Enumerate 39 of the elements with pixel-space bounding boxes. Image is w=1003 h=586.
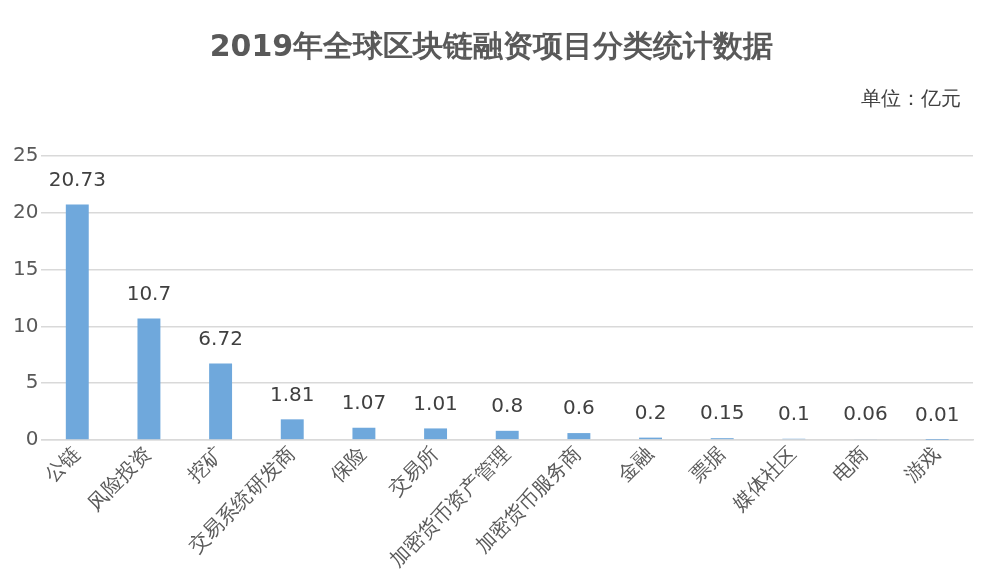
chart-title: 2019年全球区块链融资项目分类统计数据 — [209, 27, 774, 63]
x-tick-label: 电商 — [827, 441, 873, 487]
data-label: 0.8 — [491, 393, 524, 418]
bar — [65, 204, 89, 440]
data-label: 0.06 — [843, 401, 888, 426]
x-tick-label: 金融 — [612, 441, 658, 487]
bar — [352, 427, 376, 440]
data-label: 20.73 — [48, 166, 106, 191]
data-label: 0.6 — [562, 395, 595, 420]
y-tick-label: 20 — [13, 198, 39, 223]
bar — [495, 430, 519, 440]
y-tick-label: 10 — [13, 312, 39, 337]
bar — [567, 433, 591, 440]
x-tick-label: 游戏 — [899, 441, 945, 487]
x-tick-label: 票据 — [684, 441, 730, 487]
bar — [137, 318, 161, 440]
data-label: 0.1 — [777, 400, 810, 425]
text: 单位：亿元 — [861, 86, 961, 111]
data-label: 0.15 — [699, 400, 745, 425]
data-label: 10.7 — [126, 280, 172, 305]
x-tick-label: 公链 — [39, 441, 85, 487]
x-tick-label: 媒体社区 — [727, 441, 802, 516]
data-label: 1.81 — [269, 381, 315, 406]
data-label: 1.01 — [413, 390, 458, 415]
data-label: 1.07 — [341, 389, 387, 414]
y-tick-label: 5 — [25, 369, 39, 394]
data-label: 0.01 — [914, 401, 960, 426]
x-tick-label: 保险 — [325, 441, 372, 487]
data-label: 0.2 — [634, 399, 667, 424]
bar — [209, 363, 233, 440]
y-tick-label: 0 — [25, 426, 39, 451]
bar — [280, 419, 304, 440]
y-tick-label: 25 — [13, 142, 39, 167]
x-tick-label: 交易所 — [383, 441, 443, 502]
x-tick-label: 挖矿 — [182, 441, 228, 487]
data-label: 6.72 — [198, 325, 243, 350]
bar — [424, 428, 448, 440]
y-tick-label: 15 — [13, 255, 39, 280]
x-tick-label: 风险投资 — [82, 441, 157, 516]
